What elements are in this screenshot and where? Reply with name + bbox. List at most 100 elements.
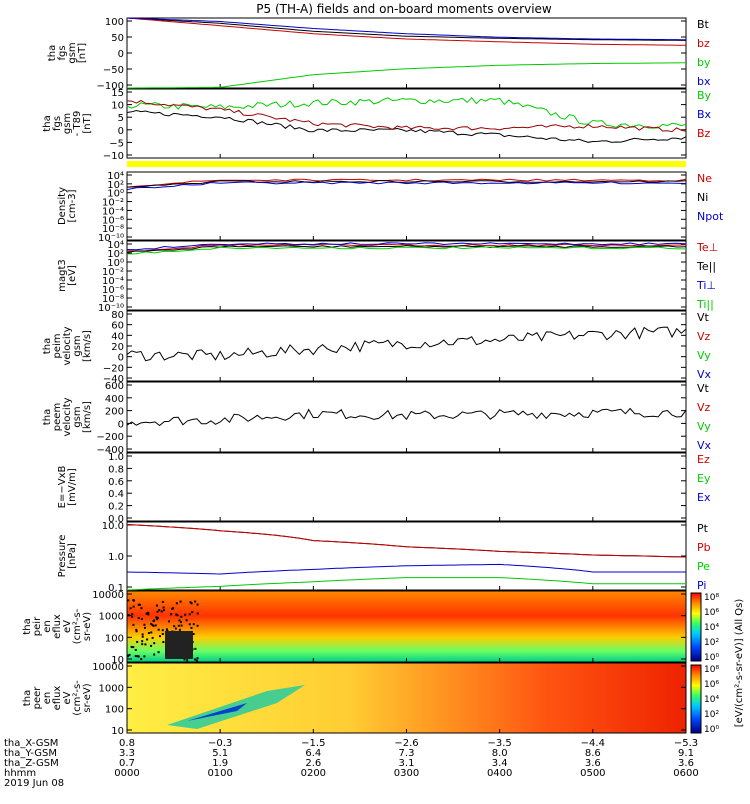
- y-axis-label-line: tha: [22, 618, 33, 634]
- panel-frame: [126, 310, 687, 382]
- spectrogram-pixel: [150, 631, 153, 634]
- y-axis-label-line: (cm²-s-: [72, 680, 83, 716]
- y-axis-label-line: gsm: [72, 335, 83, 356]
- y-tick-label: 15: [111, 88, 124, 99]
- spectrogram-pixel: [172, 607, 175, 610]
- panel-9: 10000 1000 100 10 tha peir en eflux eV (cm²-s-sr-…: [22, 590, 687, 666]
- spectrogram-pixel: [140, 658, 143, 661]
- y-axis-label-line: gsm: [72, 406, 83, 427]
- spectrogram-pixel: [155, 618, 158, 621]
- x-axis-row-label: tha_Y-GSM: [4, 748, 57, 759]
- x-axis-value: 8.0: [492, 748, 508, 759]
- series-line: [126, 181, 687, 191]
- spectrogram-pixel: [128, 653, 131, 656]
- spectrogram-pixel: [157, 651, 160, 654]
- y-axis-label-line: [cm-3]: [67, 189, 78, 222]
- x-axis-value: 0.7: [119, 758, 135, 769]
- legend-ti: Ti⊥: [696, 279, 716, 292]
- spectrogram-pixel: [162, 606, 165, 609]
- colorbar-tick: 10⁸: [704, 593, 719, 603]
- y-axis-label-line: (cm²-s-: [72, 608, 83, 644]
- y-tick-label: 0.8: [108, 464, 124, 475]
- spectrogram-pixel: [158, 609, 161, 612]
- x-axis-value: 8.6: [585, 748, 601, 759]
- y-axis-label: tha fgs gsm - T89 [nT]: [42, 111, 93, 137]
- x-axis-value: 3.3: [119, 748, 135, 759]
- x-axis-value: 0500: [580, 768, 605, 779]
- y-axis-label: tha peer en eflux eV (cm²-s-sr-eV): [22, 680, 93, 716]
- spectrogram-pixel: [185, 619, 188, 622]
- series-pe: [126, 577, 686, 591]
- spectrogram-pixel: [173, 625, 176, 628]
- panel-10: 10000 1000 100 10 tha peer en eflux eV (cm²-s-sr-…: [22, 662, 687, 737]
- y-tick-label: −20: [103, 363, 124, 374]
- spectrogram-pixel: [188, 623, 191, 626]
- y-axis-label-line: peem: [52, 403, 63, 431]
- y-axis-label-line: fgs: [57, 45, 68, 60]
- y-tick-label: 1.0: [108, 552, 124, 563]
- series-by: [127, 62, 686, 89]
- y-tick-label: 10: [111, 655, 124, 666]
- spectrogram-pixel: [151, 636, 154, 639]
- spectrogram-pixel: [157, 628, 160, 631]
- spectrogram-pixel: [179, 600, 182, 603]
- colorbar-tick: 10²: [704, 710, 719, 720]
- legend-vy: Vy: [697, 420, 711, 433]
- y-tick-label: 10⁻¹⁰: [98, 233, 124, 244]
- legend-pe: Pe: [697, 560, 710, 573]
- y-axis-label: Pressure [nPa]: [57, 535, 78, 578]
- y-axis-label-line: sr-eV): [82, 683, 93, 712]
- spectrogram-pixel: [153, 653, 156, 656]
- y-tick-label: −50: [103, 65, 124, 76]
- legend-ne: Ne: [697, 172, 712, 185]
- spectrogram-pixel: [134, 655, 137, 658]
- y-axis-label-line: [eV]: [67, 265, 78, 286]
- y-tick-label: 1.0: [108, 452, 124, 463]
- colorbar-tick: 10⁶: [704, 680, 719, 690]
- y-axis-label-line: tha: [47, 45, 58, 61]
- y-axis-label-line: eV: [62, 691, 73, 704]
- x-axis-value: −1.5: [301, 738, 325, 749]
- y-tick-label: 10: [111, 726, 124, 737]
- colorbar-tick: 10⁰: [704, 653, 719, 663]
- y-axis-label: tha peem velocity gsm [km/s]: [42, 397, 93, 436]
- series-by: [126, 96, 687, 129]
- spectrogram-pixel: [144, 626, 147, 629]
- legend-bx: Bx: [697, 108, 712, 121]
- spectrogram-pixel: [147, 632, 150, 635]
- y-axis-label-line: Pressure: [57, 535, 68, 578]
- spectrogram-pixel: [147, 611, 150, 614]
- x-axis-value: 3.1: [399, 758, 415, 769]
- spectrogram-pixel: [135, 628, 138, 631]
- y-axis-label-line: sr-eV): [82, 612, 93, 641]
- y-axis-label-line: fgs: [52, 116, 63, 131]
- series-bt: [126, 17, 686, 41]
- legend-vz: Vz: [697, 330, 711, 343]
- y-tick-label: 10000: [92, 590, 124, 601]
- y-axis-label: tha peim velocity gsm [km/s]: [42, 326, 93, 365]
- spectrogram-pixel: [127, 599, 130, 602]
- spectrogram-pixel: [196, 657, 199, 660]
- y-axis-label-line: eV: [62, 620, 73, 633]
- spectrogram-pixel: [143, 623, 146, 626]
- y-tick-label: −5: [109, 138, 124, 149]
- spectrogram-pixel: [186, 659, 189, 662]
- x-axis-value: −5.3: [674, 738, 698, 749]
- x-axis-row-label: hhmm: [4, 768, 36, 779]
- x-axis-value: 6.4: [305, 748, 321, 759]
- series-bx: [126, 17, 686, 41]
- y-axis-label-line: [nPa]: [67, 543, 78, 569]
- spectrogram-pixel: [180, 621, 183, 624]
- spectrogram-pixel: [141, 640, 144, 643]
- spectrogram-pixel: [137, 617, 140, 620]
- spectrogram-pixel: [151, 623, 154, 626]
- y-tick-label: 50: [111, 33, 124, 44]
- x-axis-row-label: 2019 Jun 08: [4, 778, 64, 789]
- spectrogram-pixel: [134, 648, 137, 651]
- legend-pb: Pb: [697, 541, 711, 554]
- y-tick-label: 5: [118, 113, 124, 124]
